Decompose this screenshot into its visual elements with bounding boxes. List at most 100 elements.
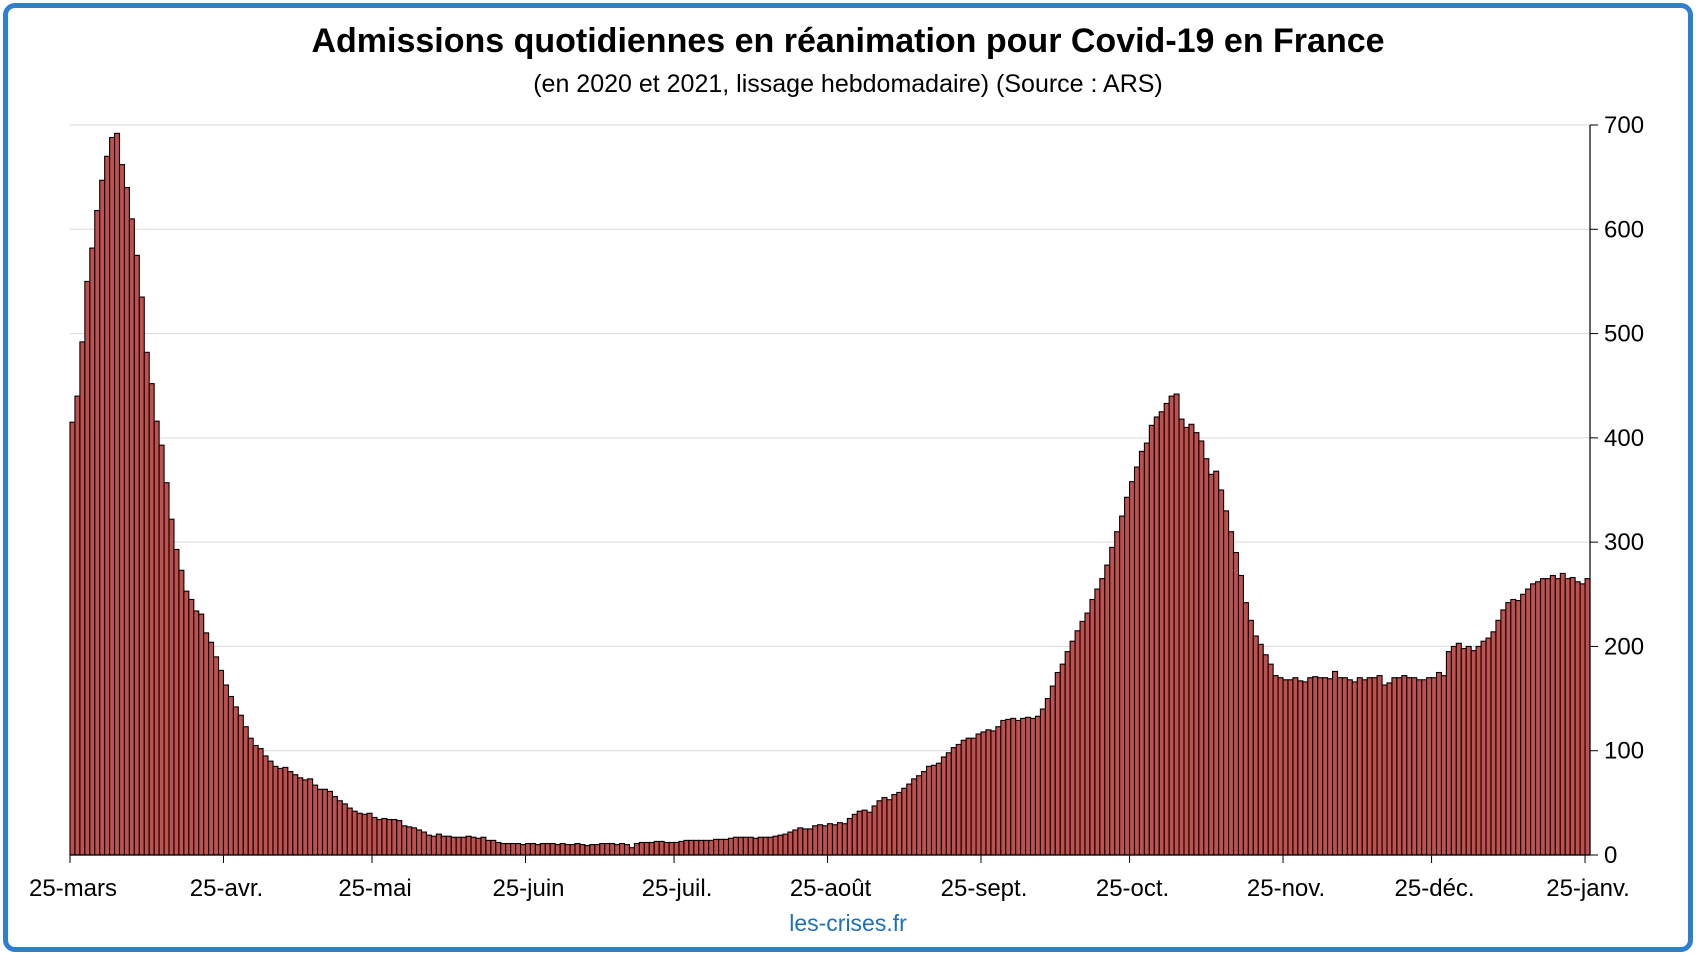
bar xyxy=(1128,481,1136,856)
bar xyxy=(732,836,739,856)
bar xyxy=(1054,671,1061,856)
bar xyxy=(925,765,933,856)
axes xyxy=(69,124,1598,863)
x-tick-label: 25-juin xyxy=(492,875,564,902)
bar xyxy=(1114,531,1121,856)
bar xyxy=(297,777,304,856)
bar xyxy=(331,796,338,856)
bars xyxy=(69,132,1591,856)
bar xyxy=(955,743,962,856)
bar xyxy=(737,836,744,856)
bar xyxy=(822,825,829,856)
bar xyxy=(1445,651,1452,856)
bar xyxy=(208,641,215,856)
bar xyxy=(940,756,947,856)
bar xyxy=(123,187,130,856)
bar xyxy=(1396,677,1403,856)
bar xyxy=(1302,681,1309,856)
x-tick-label: 25-déc. xyxy=(1395,875,1475,902)
bar xyxy=(138,296,145,856)
bar xyxy=(841,823,848,856)
bar xyxy=(1203,458,1210,856)
bar xyxy=(633,842,640,856)
bar xyxy=(114,132,121,856)
bar xyxy=(589,844,596,856)
bar xyxy=(812,825,819,856)
y-tick-label: 700 xyxy=(1604,112,1644,139)
bar xyxy=(321,788,329,856)
bar xyxy=(1292,677,1299,856)
bar xyxy=(1515,599,1522,856)
bar xyxy=(1143,442,1150,856)
bar xyxy=(1025,716,1032,856)
bar xyxy=(549,842,556,856)
bar xyxy=(1346,679,1353,856)
bar xyxy=(292,774,299,856)
bar xyxy=(935,762,942,856)
bar xyxy=(1119,515,1126,856)
bar xyxy=(217,669,225,856)
bar xyxy=(1232,552,1240,856)
y-tick-label: 600 xyxy=(1604,216,1644,243)
bar xyxy=(762,836,769,856)
bar xyxy=(317,788,324,856)
bar xyxy=(871,805,878,856)
bar xyxy=(653,840,660,856)
bar xyxy=(1272,675,1279,856)
bar xyxy=(1480,640,1487,856)
bar xyxy=(237,714,244,856)
bar xyxy=(1327,678,1334,856)
bar xyxy=(911,778,918,856)
bar xyxy=(1426,677,1433,856)
bar xyxy=(510,842,517,856)
bar xyxy=(302,779,309,856)
bar xyxy=(1421,679,1428,856)
bar xyxy=(282,766,289,856)
bar xyxy=(1158,411,1165,856)
bar xyxy=(1168,395,1175,856)
y-tick-label: 400 xyxy=(1604,425,1644,452)
y-tick-label: 200 xyxy=(1604,633,1644,660)
bar xyxy=(1336,677,1343,856)
bar xyxy=(505,842,512,856)
bar xyxy=(688,839,695,856)
bar xyxy=(851,813,858,856)
bar xyxy=(247,737,254,856)
bar xyxy=(846,817,853,856)
x-tick-label: 25-août xyxy=(790,875,872,902)
bar xyxy=(307,778,314,856)
bar xyxy=(683,839,690,856)
bar xyxy=(173,548,180,856)
bar xyxy=(772,835,779,856)
bar xyxy=(1223,510,1230,856)
bar xyxy=(257,748,264,856)
bar xyxy=(262,755,269,856)
bar xyxy=(604,842,611,856)
bar xyxy=(1406,677,1413,856)
bar xyxy=(1029,717,1037,856)
bar xyxy=(534,844,541,856)
bar xyxy=(1530,583,1537,856)
bar xyxy=(980,731,987,856)
y-tick-label: 500 xyxy=(1604,321,1644,348)
bar xyxy=(1505,602,1512,856)
bar xyxy=(698,839,705,856)
bar xyxy=(1416,679,1423,856)
bar xyxy=(381,817,388,856)
bar xyxy=(232,706,239,856)
bar xyxy=(1475,645,1482,856)
y-tick-label: 0 xyxy=(1604,842,1617,869)
bar xyxy=(475,837,482,856)
y-tick-label: 300 xyxy=(1604,529,1644,556)
x-tick-label: 25-mai xyxy=(338,875,411,902)
bar xyxy=(1178,418,1185,856)
bar xyxy=(1495,619,1502,856)
bar xyxy=(985,729,992,856)
bar xyxy=(876,800,883,856)
bar xyxy=(440,835,447,856)
bar xyxy=(1297,680,1304,856)
bar xyxy=(569,844,576,856)
bar xyxy=(1208,473,1215,856)
bar xyxy=(1124,496,1131,856)
